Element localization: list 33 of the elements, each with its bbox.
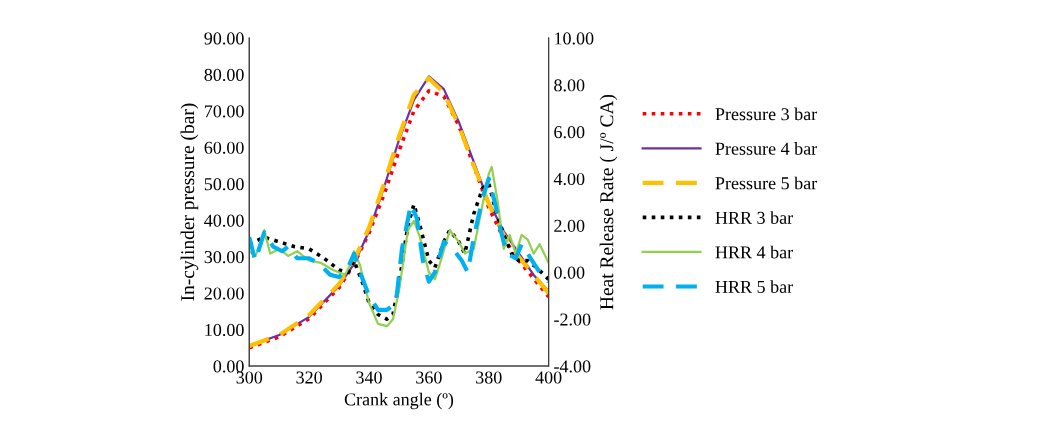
y-tick-label: 20.00 [204,287,244,300]
x-tick-label: 400 [535,371,562,384]
y-tick-label: 60.00 [204,141,244,154]
legend-label: HRR 4 bar [715,245,793,259]
y2-tick-label: 8.00 [554,79,585,92]
legend-label: Pressure 3 bar [715,107,818,121]
y2-tick-label: 4.00 [553,172,585,186]
y2-tick-label: 0.00 [554,266,585,279]
x-tick-label: 340 [356,371,382,384]
x-axis-title: Crank angle (º) [344,392,454,410]
x-tick-label: 360 [416,371,442,384]
legend-label: Pressure 5 bar [715,176,818,190]
y2-tick-label: -4.00 [554,360,591,373]
legend-label: HRR 5 bar [715,280,793,293]
x-tick-label: 380 [476,371,502,384]
y-tick-label: 70.00 [204,105,244,118]
y2-tick-label: -2.00 [554,313,591,326]
x-tick-label: 300 [236,371,263,384]
y-tick-label: 80.00 [204,68,244,82]
y-tick-label: 0.00 [213,360,244,373]
y2-tick-label: 6.00 [554,126,585,139]
y2-tick-label: 10.00 [555,32,594,45]
y-tick-label: 90.00 [204,32,244,45]
y-axis-title: In-cylinder pressure (bar) [180,103,199,301]
legend-label: Pressure 4 bar [715,142,818,155]
y2-tick-label: 2.00 [554,219,585,232]
legend-label: HRR 3 bar [715,211,793,224]
y2-axis-title: Heat Release Rate ( J/º CA) [599,94,618,310]
y-tick-label: 40.00 [204,214,244,227]
y-tick-label: 50.00 [204,178,244,191]
y-tick-label: 10.00 [205,323,244,337]
x-tick-label: 320 [296,371,322,384]
y-tick-label: 30.00 [204,250,244,264]
